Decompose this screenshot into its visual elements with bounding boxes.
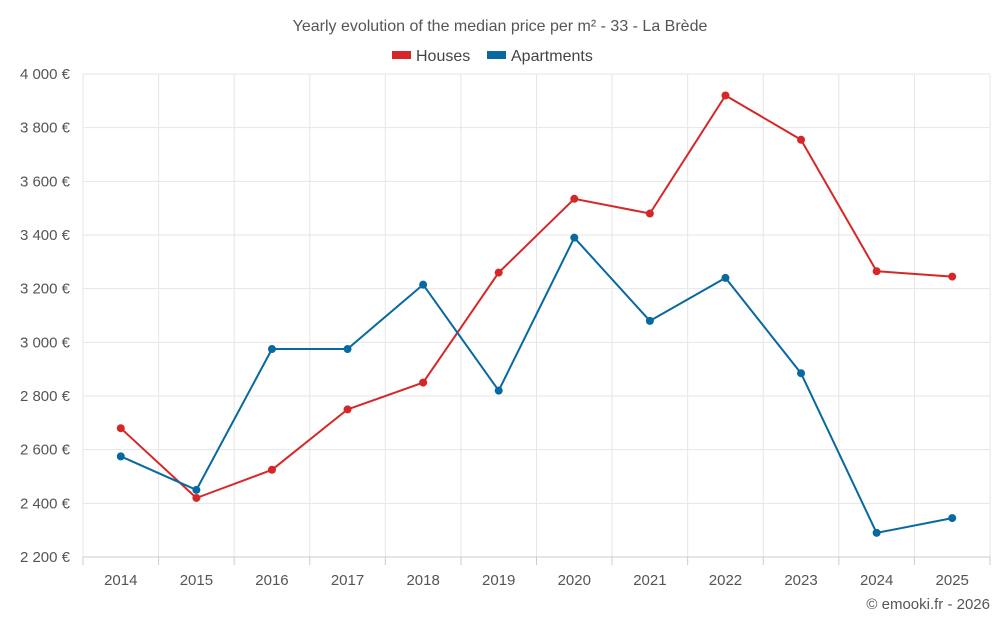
data-point-houses[interactable]: [494, 268, 503, 277]
data-point-houses[interactable]: [267, 465, 276, 474]
x-tick-label: 2023: [784, 572, 817, 589]
x-tick-label: 2025: [936, 572, 969, 589]
y-tick-label: 2 600 €: [20, 442, 71, 459]
series-line-apartments: [120, 236, 953, 534]
y-tick-label: 3 000 €: [20, 334, 71, 351]
legend-item-apartments[interactable]: Apartments: [487, 48, 593, 65]
data-point-houses[interactable]: [948, 272, 957, 281]
data-point-houses[interactable]: [797, 135, 806, 144]
data-point-apartments[interactable]: [948, 514, 957, 523]
x-tick-label: 2022: [709, 572, 742, 589]
data-point-apartments[interactable]: [267, 345, 276, 354]
data-point-houses[interactable]: [419, 378, 428, 387]
y-tick-label: 2 400 €: [20, 495, 71, 512]
data-point-houses[interactable]: [343, 405, 352, 414]
legend-swatch-houses: [392, 51, 411, 59]
data-point-apartments[interactable]: [494, 386, 503, 395]
data-point-apartments[interactable]: [721, 273, 730, 282]
x-tick-label: 2016: [255, 572, 288, 589]
x-tick-label: 2019: [482, 572, 515, 589]
x-tick-label: 2020: [558, 572, 591, 589]
y-tick-label: 3 200 €: [20, 281, 71, 298]
data-point-apartments[interactable]: [872, 528, 881, 537]
data-point-apartments[interactable]: [570, 233, 579, 242]
x-tick-label: 2014: [104, 572, 137, 589]
data-point-apartments[interactable]: [645, 316, 654, 325]
y-tick-label: 2 800 €: [20, 388, 71, 405]
data-point-apartments[interactable]: [192, 485, 201, 494]
series-apartments: [116, 233, 957, 537]
x-axis: 2014 2015 2016 2017 2018 2019 2020 2021 2022 2023…: [82, 556, 991, 589]
y-tick-label: 3 800 €: [20, 120, 71, 137]
y-tick-label: 2 200 €: [20, 549, 71, 566]
y-tick-label: 3 400 €: [20, 227, 71, 244]
data-point-houses[interactable]: [570, 194, 579, 203]
x-tick-label: 2017: [331, 572, 364, 589]
chart-title: Yearly evolution of the median price per…: [293, 18, 708, 35]
data-point-apartments[interactable]: [797, 369, 806, 378]
data-point-apartments[interactable]: [116, 452, 125, 461]
data-point-houses[interactable]: [721, 91, 730, 100]
x-tick-label: 2015: [180, 572, 213, 589]
data-point-houses[interactable]: [192, 493, 201, 502]
x-tick-label: 2021: [633, 572, 666, 589]
legend: Houses Apartments: [392, 48, 593, 65]
y-axis: 2 200 € 2 400 € 2 600 € 2 800 € 3 000 € 3 200…: [20, 66, 71, 566]
y-tick-label: 4 000 €: [20, 66, 71, 83]
legend-item-houses[interactable]: Houses: [392, 48, 470, 65]
credit: © emooki.fr - 2026: [866, 596, 990, 613]
data-point-houses[interactable]: [116, 424, 125, 433]
legend-swatch-apartments: [487, 51, 506, 59]
data-point-houses[interactable]: [872, 267, 881, 276]
data-point-apartments[interactable]: [343, 345, 352, 354]
legend-label-houses: Houses: [416, 48, 470, 65]
data-point-houses[interactable]: [645, 209, 654, 218]
series: [116, 91, 957, 537]
series-houses: [116, 91, 957, 502]
data-point-apartments[interactable]: [419, 280, 428, 289]
x-tick-label: 2024: [860, 572, 893, 589]
y-tick-label: 3 600 €: [20, 173, 71, 190]
x-tick-label: 2018: [406, 572, 439, 589]
series-line-houses: [120, 94, 953, 499]
legend-label-apartments: Apartments: [511, 48, 593, 65]
